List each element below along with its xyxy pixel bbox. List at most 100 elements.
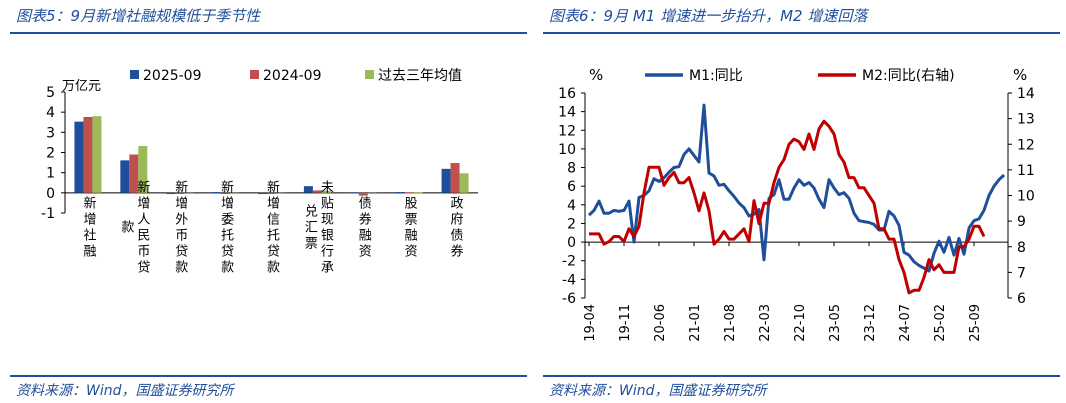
- right-y-tick-label: 10: [1017, 189, 1035, 205]
- left-y-tick-label: -6: [562, 291, 576, 307]
- x-tick-label: 19-11: [618, 304, 633, 342]
- y-tick-label: 2: [46, 146, 55, 162]
- x-tick-label: 23-12: [863, 304, 878, 342]
- bar: [230, 192, 240, 195]
- bar: [212, 192, 222, 194]
- left-y-tick-label: 10: [558, 142, 576, 158]
- right-y-tick-label: 8: [1017, 240, 1026, 256]
- legend-label: 2025-09: [143, 68, 202, 84]
- category-label: 新增社融: [80, 195, 96, 260]
- y-tick-label: 3: [46, 125, 55, 141]
- x-tick-label: 22-03: [758, 304, 773, 342]
- category-label: 款: [118, 220, 134, 236]
- right-panel: 图表6：9月 M1 增速进一步抬升，M2 增速回落 -6 -4 -2 0 2 4 6 8 10 1…: [533, 0, 1066, 403]
- category-label: 新增信托贷款: [264, 179, 280, 276]
- bar: [138, 146, 148, 193]
- right-chart-title: 图表6：9月 M1 增速进一步抬升，M2 增速回落: [549, 7, 868, 25]
- legend-swatch: [250, 70, 259, 79]
- bar: [404, 192, 414, 194]
- right-y-tick-label: 9: [1017, 214, 1026, 230]
- line-chart: -6 -4 -2 0 2 4 6 8 10 12 14 16 6 7 8 9 10 11 12 13 14% % 19-04…: [558, 66, 1035, 342]
- left-y-tick-label: 14: [558, 105, 576, 121]
- category-label: 新增人民币贷: [134, 179, 150, 276]
- bar: [175, 192, 185, 195]
- category-label: 债券融资: [356, 196, 372, 260]
- right-y-tick-label: 6: [1017, 291, 1026, 307]
- left-y-tick-label: 8: [567, 161, 576, 177]
- x-tick-label: 25-02: [933, 304, 948, 342]
- bar: [395, 192, 405, 194]
- x-tick-label: 25-09: [968, 304, 983, 342]
- right-source-note: 资料来源：Wind，国盛证券研究所: [549, 383, 767, 399]
- bar: [83, 117, 93, 193]
- bar: [221, 192, 231, 195]
- bar: [303, 186, 313, 193]
- bar: [459, 173, 469, 193]
- left-y-tick-label: 2: [567, 216, 576, 232]
- bar: [184, 192, 194, 195]
- bar: [276, 192, 285, 195]
- left-source-rule: [10, 375, 527, 377]
- x-tick-label: 24-07: [898, 304, 913, 342]
- bar: [450, 162, 460, 193]
- bar: [258, 192, 267, 195]
- category-label: 新增外币贷款: [172, 179, 188, 276]
- bar: [312, 190, 322, 193]
- left-y-unit-label: %: [589, 66, 603, 84]
- category-label: 政府债券: [448, 196, 464, 260]
- right-y-tick-label: 7: [1017, 265, 1026, 281]
- x-tick-label: 21-01: [688, 304, 703, 342]
- bar: [441, 168, 451, 193]
- category-label: 新增委托贷款: [218, 179, 234, 276]
- left-y-tick-label: 6: [567, 179, 576, 195]
- x-tick-label: 19-04: [583, 304, 598, 342]
- left-y-tick-label: 16: [558, 86, 576, 102]
- x-tick-label: 23-05: [828, 304, 843, 342]
- y-tick-label: 0: [46, 186, 55, 202]
- legend-swatch: [130, 70, 139, 79]
- bar: [120, 160, 130, 193]
- category-label: 未贴现银行承: [318, 180, 334, 276]
- right-y-tick-label: 13: [1017, 112, 1035, 128]
- category-label: 股票融资: [402, 196, 418, 260]
- left-chart-title: 图表5：9月新增社融规模低于季节性: [16, 7, 261, 25]
- y-tick-label: 4: [46, 105, 55, 121]
- x-tick-label: 21-08: [723, 304, 738, 342]
- bar: [413, 192, 423, 194]
- x-tick-label: 20-06: [653, 304, 668, 342]
- legend-m1-label: M1:同比: [689, 68, 743, 84]
- left-source-note: 资料来源：Wind，国盛证券研究所: [16, 383, 234, 399]
- bar: [92, 116, 102, 193]
- y-tick-label: -1: [41, 206, 55, 222]
- bar: [358, 192, 368, 196]
- m1-series-line: [587, 103, 1006, 273]
- bar: [74, 121, 84, 193]
- right-title-rule: [543, 32, 1060, 34]
- bar: [349, 192, 359, 194]
- left-y-tick-label: 12: [558, 123, 576, 139]
- bar: [321, 190, 331, 193]
- left-panel: 图表5：9月新增社融规模低于季节性 -1 0 1 2 3 4 5 万亿元 2025-09 2024…: [10, 7, 527, 399]
- left-y-tick-label: -4: [562, 272, 576, 288]
- right-y-tick-label: 14: [1017, 86, 1035, 102]
- bar: [367, 192, 377, 195]
- bar: [166, 192, 176, 195]
- left-y-tick-label: -2: [562, 254, 576, 270]
- right-source-rule: [543, 375, 1060, 377]
- right-y-tick-label: 12: [1017, 137, 1035, 153]
- legend-m2-label: M2:同比(右轴): [862, 68, 955, 84]
- x-tick-label: 22-10: [793, 304, 808, 342]
- y-axis-unit-label: 万亿元: [62, 79, 101, 94]
- legend-label: 过去三年均值: [378, 68, 462, 84]
- category-label: 兑汇票: [302, 204, 318, 252]
- bar: [267, 192, 276, 195]
- right-y-unit-label: %: [1013, 66, 1027, 84]
- y-tick-label: 1: [46, 166, 55, 182]
- left-title-rule: [10, 32, 527, 34]
- bar: [129, 154, 139, 193]
- legend-label: 2024-09: [263, 68, 322, 84]
- right-y-tick-label: 11: [1017, 163, 1035, 179]
- m2-series-line: [589, 119, 986, 295]
- left-y-tick-label: 0: [567, 235, 576, 251]
